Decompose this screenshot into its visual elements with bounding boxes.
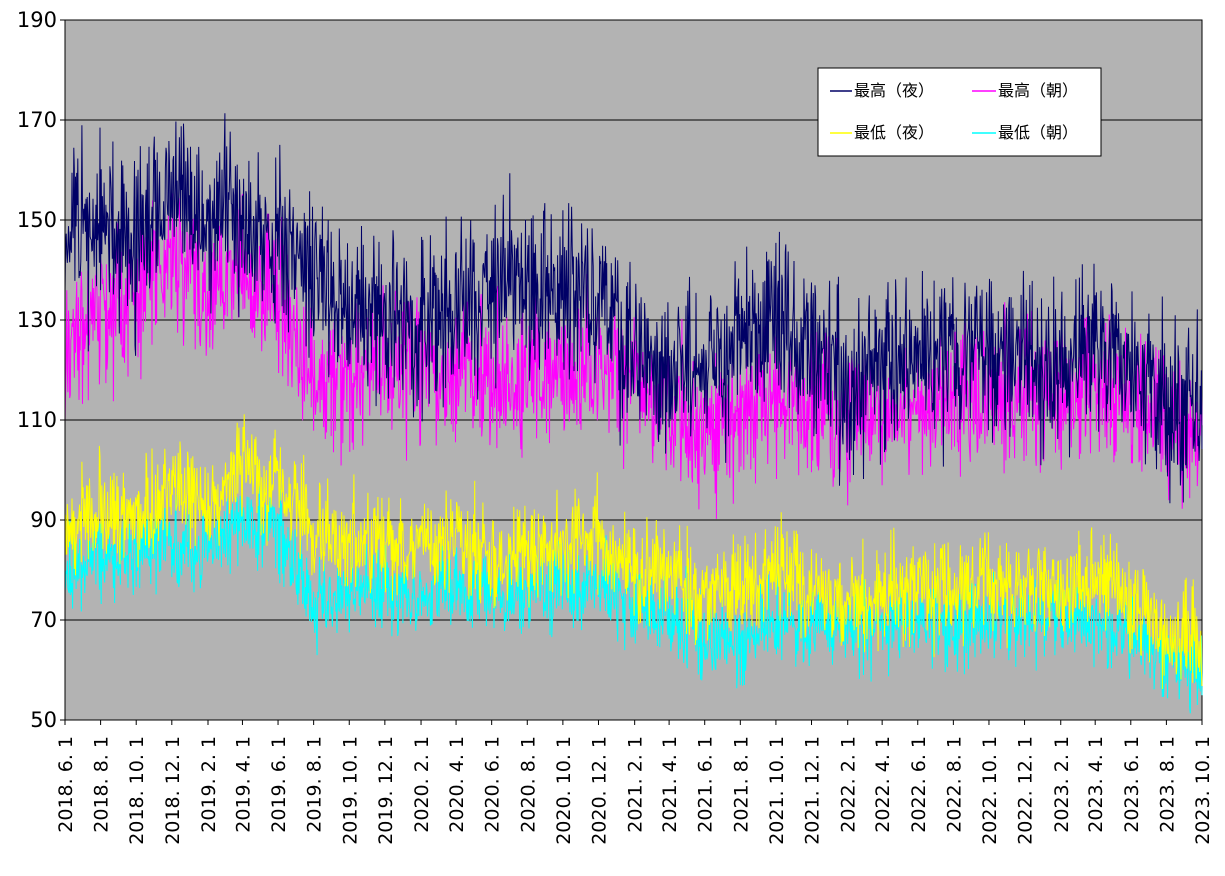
xtick-label-14: 2020. 10. 1 xyxy=(553,736,575,845)
xtick-label-9: 2019. 12. 1 xyxy=(375,736,397,845)
xtick-label-23: 2022. 4. 1 xyxy=(872,736,894,833)
legend: 最高（夜） 最高（朝） 最低（夜） 最低（朝） xyxy=(817,67,1102,157)
legend-box xyxy=(817,67,1102,157)
series-layer xyxy=(64,113,1203,714)
xtick-label-3: 2018. 12. 1 xyxy=(162,736,184,845)
ytick-label-3: 110 xyxy=(17,408,57,432)
ytick-label-5: 150 xyxy=(17,208,57,232)
xtick-label-17: 2021. 4. 1 xyxy=(659,736,681,833)
x-axis: 2018. 6. 1 2018. 8. 1 2018. 10. 1 2018. 12.… xyxy=(55,720,1214,845)
xtick-label-12: 2020. 6. 1 xyxy=(482,736,504,833)
xtick-label-18: 2021. 6. 1 xyxy=(695,736,717,833)
legend-label-0: 最高（夜） xyxy=(854,81,934,100)
xtick-label-22: 2022. 2. 1 xyxy=(838,736,860,833)
xtick-label-8: 2019. 10. 1 xyxy=(339,736,361,845)
xtick-label-4: 2019. 2. 1 xyxy=(198,736,220,833)
series-line-2 xyxy=(64,414,1203,690)
xtick-label-15: 2020. 12. 1 xyxy=(588,736,610,845)
xtick-label-31: 2023. 8. 1 xyxy=(1156,736,1178,833)
legend-label-1: 最高（朝） xyxy=(998,81,1078,100)
xtick-label-26: 2022. 10. 1 xyxy=(979,736,1001,845)
xtick-label-24: 2022. 6. 1 xyxy=(908,736,930,833)
xtick-label-32: 2023. 10. 1 xyxy=(1192,736,1214,845)
ytick-label-4: 130 xyxy=(17,308,57,332)
series-line-3 xyxy=(64,483,1203,714)
xtick-label-29: 2023. 4. 1 xyxy=(1085,736,1107,833)
xtick-label-19: 2021. 8. 1 xyxy=(730,736,752,833)
xtick-label-20: 2021. 10. 1 xyxy=(766,736,788,845)
xtick-label-13: 2020. 8. 1 xyxy=(517,736,539,833)
xtick-label-2: 2018. 10. 1 xyxy=(126,736,148,845)
xtick-label-28: 2023. 2. 1 xyxy=(1051,736,1073,833)
series-line-0 xyxy=(64,113,1203,504)
ytick-label-1: 70 xyxy=(30,608,57,632)
y-axis: 50 70 90 110 130 150 170 190 xyxy=(17,8,66,732)
xtick-label-27: 2022. 12. 1 xyxy=(1015,736,1037,845)
ytick-label-0: 50 xyxy=(30,708,57,732)
series-line-1 xyxy=(64,193,1203,519)
xtick-label-0: 2018. 6. 1 xyxy=(55,736,77,833)
xtick-label-6: 2019. 6. 1 xyxy=(268,736,290,833)
xtick-label-7: 2019. 8. 1 xyxy=(304,736,326,833)
legend-label-3: 最低（朝） xyxy=(998,123,1078,142)
xtick-label-16: 2021. 2. 1 xyxy=(625,736,647,833)
xtick-label-5: 2019. 4. 1 xyxy=(232,736,254,833)
xtick-label-10: 2020. 2. 1 xyxy=(411,736,433,833)
legend-label-2: 最低（夜） xyxy=(854,123,934,142)
xtick-label-1: 2018. 8. 1 xyxy=(91,736,113,833)
xtick-label-25: 2022. 8. 1 xyxy=(943,736,965,833)
ytick-label-6: 170 xyxy=(17,108,57,132)
ytick-label-2: 90 xyxy=(30,508,57,532)
xtick-label-21: 2021. 12. 1 xyxy=(802,736,824,845)
xtick-label-11: 2020. 4. 1 xyxy=(446,736,468,833)
ytick-label-7: 190 xyxy=(17,8,57,32)
xtick-label-30: 2023. 6. 1 xyxy=(1121,736,1143,833)
